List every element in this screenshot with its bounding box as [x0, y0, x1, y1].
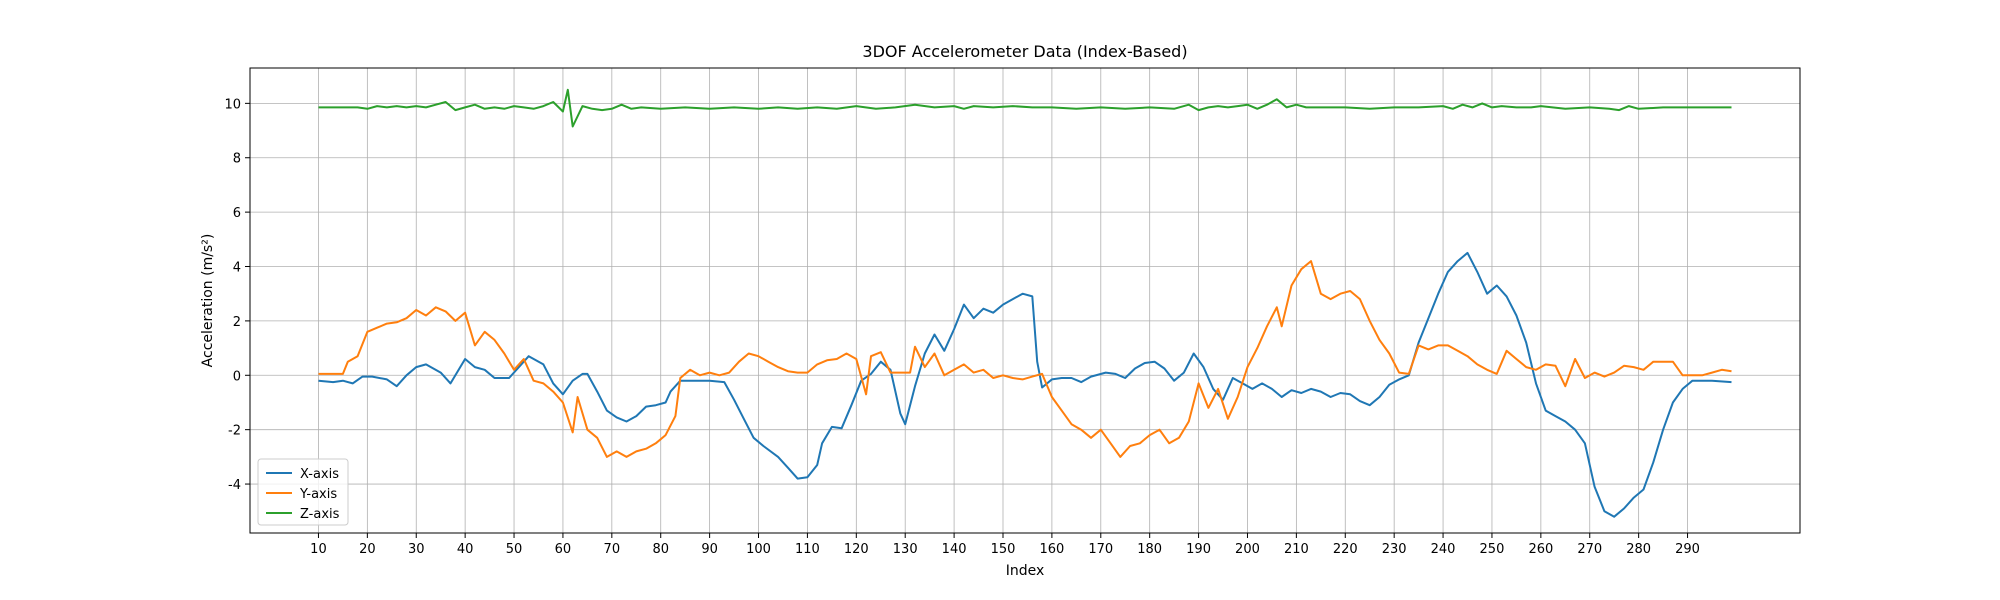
x-tick-label: 10 [310, 542, 327, 557]
x-tick-label: 200 [1235, 542, 1260, 557]
x-tick-label: 170 [1088, 542, 1113, 557]
x-tick-label: 100 [746, 542, 771, 557]
legend-label: Y-axis [299, 487, 337, 502]
y-tick-label: 2 [233, 315, 241, 330]
x-tick-label: 270 [1577, 542, 1602, 557]
x-tick-label: 180 [1137, 542, 1162, 557]
x-tick-label: 60 [555, 542, 572, 557]
y-tick-label: 0 [233, 369, 241, 384]
legend-label: X-axis [300, 467, 339, 482]
x-tick-label: 280 [1626, 542, 1651, 557]
x-tick-label: 90 [701, 542, 718, 557]
grid-lines [250, 68, 1800, 533]
x-tick-label: 140 [942, 542, 967, 557]
y-tick-label: -4 [228, 478, 241, 493]
x-tick-label: 20 [359, 542, 376, 557]
y-tick-label: 6 [233, 206, 241, 221]
x-tick-label: 30 [408, 542, 425, 557]
y-tick-label: 10 [224, 97, 241, 112]
x-tick-label: 210 [1284, 542, 1309, 557]
legend-label: Z-axis [300, 507, 340, 522]
x-tick-label: 70 [604, 542, 621, 557]
series-line-y-axis [318, 260, 1732, 458]
y-tick-label: -2 [228, 424, 241, 439]
legend-box [257, 458, 349, 526]
x-tick-label: 150 [991, 542, 1016, 557]
y-tick-label: 8 [233, 152, 241, 167]
x-tick-label: 240 [1431, 542, 1456, 557]
x-tick-label: 130 [893, 542, 918, 557]
legend: X-axis Y-axis Z-axis [257, 458, 349, 526]
x-tick-label: 50 [506, 542, 523, 557]
chart-title: 3DOF Accelerometer Data (Index-Based) [862, 42, 1187, 61]
x-tick-label: 230 [1382, 542, 1407, 557]
series-line-z-axis [318, 88, 1732, 128]
x-tick-label: 260 [1528, 542, 1553, 557]
x-tick-label: 120 [844, 542, 869, 557]
x-axis-ticks: 10 20 30 40 50 60 70 80 90 100 110 120 130 140 150 160 1… [310, 533, 1700, 557]
x-tick-label: 220 [1333, 542, 1358, 557]
x-tick-label: 40 [457, 542, 474, 557]
x-tick-label: 160 [1039, 542, 1064, 557]
x-tick-label: 290 [1675, 542, 1700, 557]
x-axis-label: Index [1006, 563, 1045, 579]
plot-frame [249, 67, 1801, 534]
y-tick-label: 4 [233, 261, 241, 276]
x-tick-label: 110 [795, 542, 820, 557]
series-line-x-axis [318, 251, 1732, 518]
x-tick-label: 250 [1480, 542, 1505, 557]
series-lines [318, 88, 1732, 518]
y-axis-label: Acceleration (m/s²) [200, 234, 216, 368]
x-tick-label: 190 [1186, 542, 1211, 557]
x-tick-label: 80 [652, 542, 669, 557]
y-axis-ticks: -4 -2 0 2 4 6 8 10 [224, 97, 250, 493]
